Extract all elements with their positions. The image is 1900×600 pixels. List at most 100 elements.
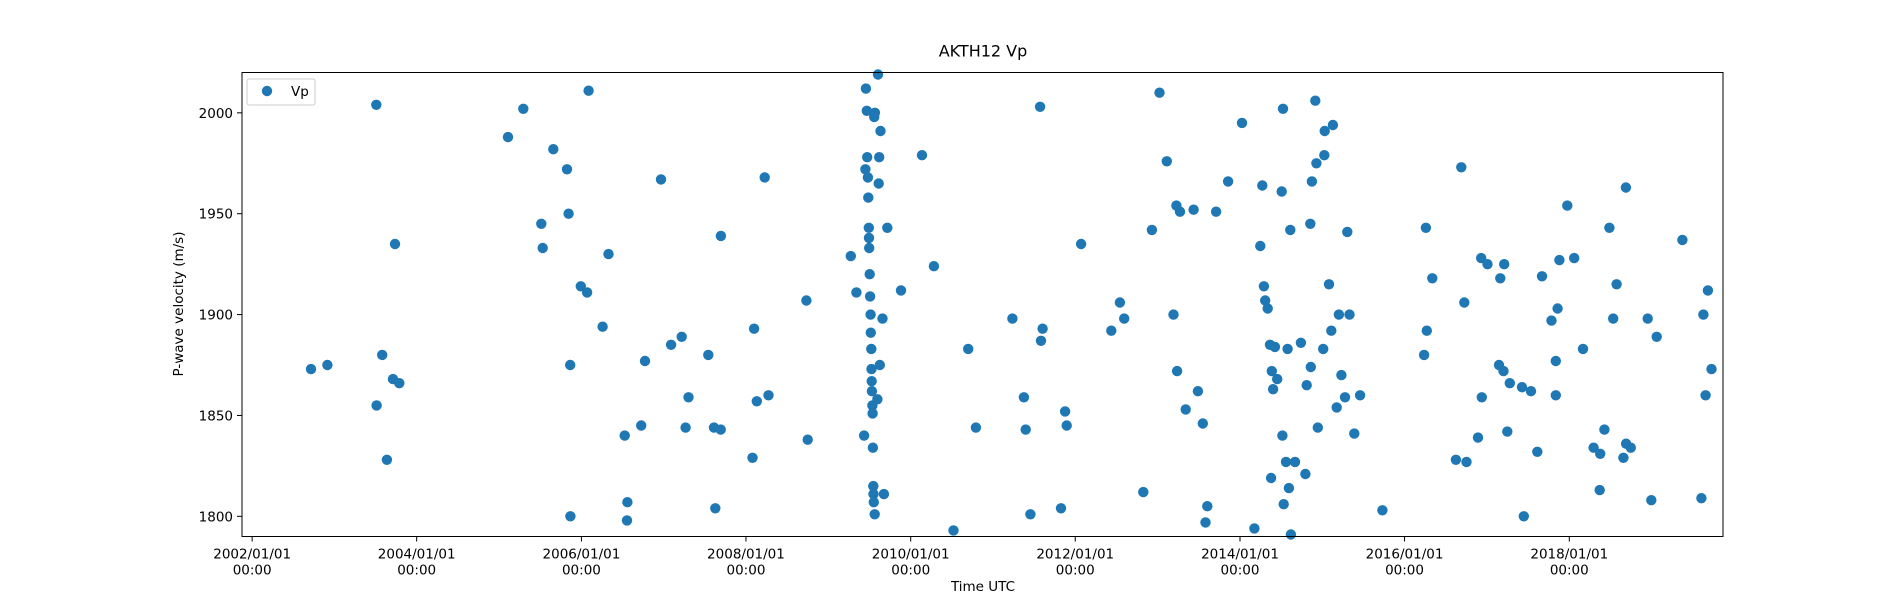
data-point [863,192,874,203]
data-point [305,363,317,375]
data-point [1608,313,1619,324]
data-point [866,363,877,375]
data-point [536,218,547,229]
data-point [845,250,856,262]
data-point [371,400,382,411]
data-point [1289,456,1301,468]
data-point [1180,404,1191,415]
data-point [1594,484,1605,496]
data-point [1168,309,1179,320]
data-point [1260,295,1271,306]
data-point [622,497,633,508]
data-point [1305,218,1316,229]
data-point [1562,200,1573,211]
data-point [1025,509,1036,520]
x-tick-label: 00:00 [1221,563,1260,579]
legend-marker [261,85,273,97]
data-point [1277,103,1289,115]
data-point [1546,315,1557,326]
data-point [858,430,870,441]
data-point [1138,486,1149,498]
data-point [1502,426,1513,437]
y-tick-label: 1900 [199,308,233,324]
y-tick-label: 1950 [199,207,233,223]
legend-box [246,78,316,106]
data-point [1311,158,1322,169]
data-point [873,178,884,189]
data-point [1306,176,1318,187]
data-point [1272,373,1283,385]
data-point [759,172,770,183]
chart-title: AKTH12 Vp [939,42,1028,61]
data-point [565,511,576,522]
data-point [1200,517,1211,528]
data-point [1326,325,1337,336]
data-point [869,107,881,119]
data-point [636,420,647,431]
data-point [872,69,884,80]
data-point [1258,281,1270,292]
x-tick-label: 00:00 [562,563,601,579]
data-point [1620,182,1632,193]
data-point [565,359,576,371]
data-point [862,152,873,163]
data-point [1276,186,1287,197]
data-point [1323,279,1335,290]
data-point [1595,448,1606,459]
x-axis-ticks: 2002/01/0100:002004/01/0100:002006/01/01… [213,536,1608,579]
x-tick-label: 2016/01/01 [1366,547,1444,563]
data-point [1106,325,1117,336]
data-point [869,509,880,520]
data-point [1222,176,1234,187]
data-point [1018,392,1030,403]
data-point [1459,297,1470,308]
data-point [867,408,878,419]
data-point [322,359,333,371]
data-point [1154,87,1165,98]
data-point [866,343,877,355]
data-point [863,232,875,244]
data-point [394,378,405,389]
data-point [1354,390,1366,401]
data-point [1249,523,1260,534]
x-axis-label: Time UTC [950,579,1015,595]
data-point [1344,309,1355,320]
data-point [1202,501,1213,512]
data-point [861,105,872,117]
data-point [1255,240,1266,252]
data-point [1427,273,1438,284]
data-point [1197,418,1209,429]
y-tick-label: 1850 [199,408,233,424]
data-point [381,454,393,465]
data-point [1295,337,1307,348]
data-point [548,144,559,155]
data-point [563,208,574,219]
data-point [747,452,758,463]
data-point [1192,386,1204,397]
data-point [1618,452,1629,463]
data-point [1536,271,1548,282]
data-point [1518,511,1530,522]
data-point [875,125,886,137]
data-point [864,242,875,254]
data-point [851,287,862,298]
data-point [1267,384,1279,395]
data-point [865,327,876,338]
data-point [878,488,890,500]
data-point [1277,430,1288,441]
x-tick-label: 2010/01/01 [872,547,950,563]
data-point [1319,150,1330,161]
data-point [1700,390,1711,401]
data-point [1301,380,1312,391]
data-point [1035,335,1047,346]
data-point [1161,156,1173,167]
data-point [748,323,760,334]
data-point [1504,378,1516,389]
data-point [1569,252,1580,264]
data-point [619,430,630,441]
data-point [518,103,529,115]
data-point [970,422,982,433]
y-axis-ticks: 1800 1850 1900 1950 2000 [199,106,242,525]
data-point [802,434,813,445]
data-point [860,83,872,94]
